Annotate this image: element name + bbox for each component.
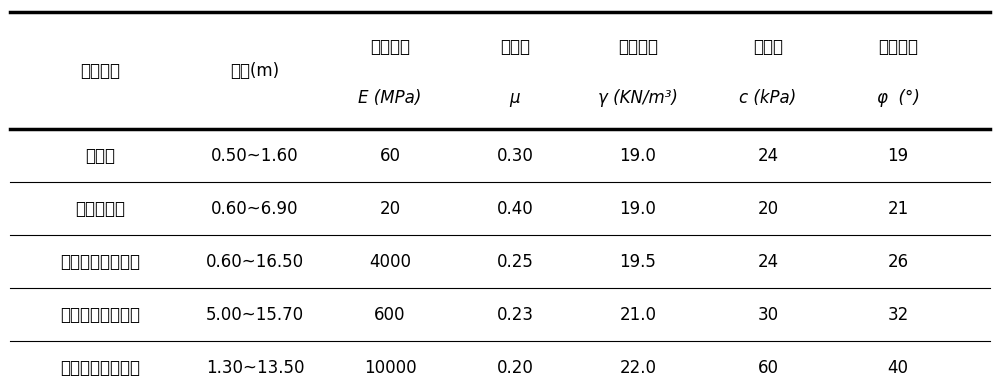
Text: 微风化火山角砾岩: 微风化火山角砾岩 <box>60 359 140 376</box>
Text: 土层名称: 土层名称 <box>80 62 120 80</box>
Text: γ (KN/m³): γ (KN/m³) <box>598 89 678 107</box>
Text: 22.0: 22.0 <box>620 359 656 376</box>
Text: 内摩擦角: 内摩擦角 <box>878 38 918 56</box>
Text: 5.00~15.70: 5.00~15.70 <box>206 306 304 323</box>
Text: 厚度(m): 厚度(m) <box>230 62 280 80</box>
Text: 0.50~1.60: 0.50~1.60 <box>211 147 299 165</box>
Text: 600: 600 <box>374 306 406 323</box>
Text: 10000: 10000 <box>364 359 416 376</box>
Text: μ: μ <box>510 89 520 107</box>
Text: 19.0: 19.0 <box>620 147 656 165</box>
Text: 4000: 4000 <box>369 253 411 270</box>
Text: 21.0: 21.0 <box>620 306 656 323</box>
Text: 24: 24 <box>757 147 779 165</box>
Text: 0.60~16.50: 0.60~16.50 <box>206 253 304 270</box>
Text: 32: 32 <box>887 306 909 323</box>
Text: 强风化火山角砾岩: 强风化火山角砾岩 <box>60 306 140 323</box>
Text: 泊松比: 泊松比 <box>500 38 530 56</box>
Text: 亚粘土: 亚粘土 <box>85 147 115 165</box>
Text: 弹性模量: 弹性模量 <box>370 38 410 56</box>
Text: 20: 20 <box>379 200 401 218</box>
Text: φ  (°): φ (°) <box>877 89 919 107</box>
Text: 19.0: 19.0 <box>620 200 656 218</box>
Text: 0.40: 0.40 <box>497 200 533 218</box>
Text: 30: 30 <box>757 306 779 323</box>
Text: 砂质粘性土: 砂质粘性土 <box>75 200 125 218</box>
Text: 19.5: 19.5 <box>620 253 656 270</box>
Text: 24: 24 <box>757 253 779 270</box>
Text: 20: 20 <box>757 200 779 218</box>
Text: 0.60~6.90: 0.60~6.90 <box>211 200 299 218</box>
Text: 粘聚力: 粘聚力 <box>753 38 783 56</box>
Text: 60: 60 <box>758 359 778 376</box>
Text: 0.23: 0.23 <box>496 306 534 323</box>
Text: 0.30: 0.30 <box>497 147 533 165</box>
Text: 26: 26 <box>887 253 909 270</box>
Text: 0.20: 0.20 <box>497 359 533 376</box>
Text: 21: 21 <box>887 200 909 218</box>
Text: 0.25: 0.25 <box>497 253 533 270</box>
Text: 60: 60 <box>380 147 400 165</box>
Text: E (MPa): E (MPa) <box>358 89 422 107</box>
Text: 全风化火山角砾岩: 全风化火山角砾岩 <box>60 253 140 270</box>
Text: 天然重度: 天然重度 <box>618 38 658 56</box>
Text: 1.30~13.50: 1.30~13.50 <box>206 359 304 376</box>
Text: c (kPa): c (kPa) <box>739 89 797 107</box>
Text: 40: 40 <box>888 359 908 376</box>
Text: 19: 19 <box>887 147 909 165</box>
